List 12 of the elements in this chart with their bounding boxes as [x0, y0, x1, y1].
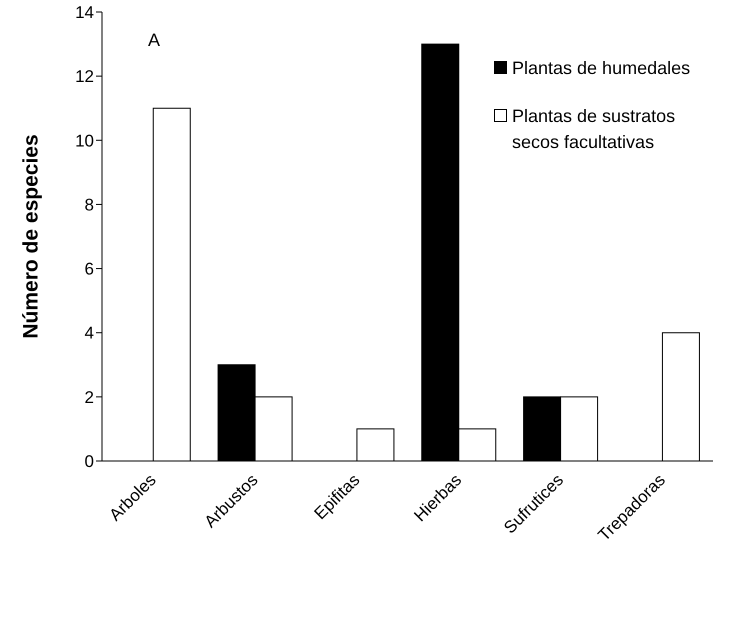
y-tick-label: 14 — [75, 3, 94, 22]
y-tick-label: 12 — [75, 67, 94, 86]
y-tick-label: 2 — [84, 388, 94, 407]
y-tick-label: 8 — [84, 195, 94, 214]
legend-label: Plantas de humedales — [512, 57, 690, 80]
y-axis-title: Número de especies — [19, 134, 42, 339]
y-tick-label: 10 — [75, 131, 94, 150]
y-tick-label: 4 — [84, 324, 94, 343]
y-tick-label: 6 — [84, 260, 94, 279]
annotation: A — [148, 30, 160, 51]
legend-label: Plantas de sustratos secos facultativas — [512, 105, 676, 154]
y-tick-label: 0 — [84, 452, 94, 472]
